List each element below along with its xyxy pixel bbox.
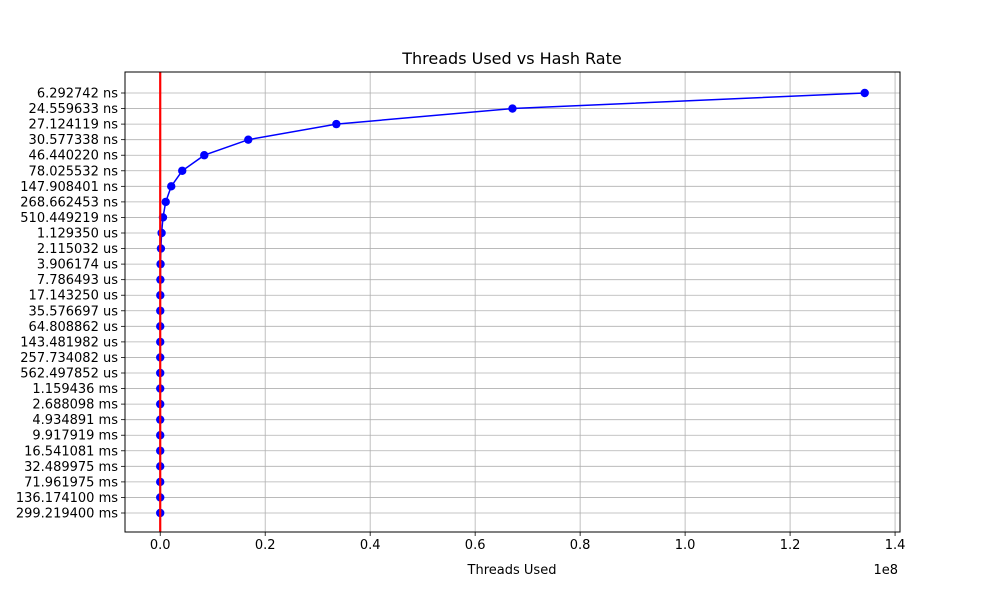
y-tick-label: 35.576697 us xyxy=(29,304,119,319)
data-point xyxy=(167,182,176,191)
y-tick-label: 6.292742 ns xyxy=(37,87,118,102)
y-tick-label: 257.734082 us xyxy=(20,351,118,366)
data-point xyxy=(860,88,869,98)
y-tick-label: 3.906174 us xyxy=(37,258,118,273)
y-tick-label: 46.440220 ns xyxy=(29,149,119,164)
data-point xyxy=(244,135,253,144)
data-point xyxy=(178,166,187,175)
y-tick-label: 2.115032 us xyxy=(37,242,118,257)
series-line xyxy=(159,92,865,513)
grid xyxy=(125,72,900,532)
y-tick-label: 268.662453 ns xyxy=(20,195,118,210)
x-tick-label: 0.6 xyxy=(465,538,486,553)
y-tick-label: 78.025532 ns xyxy=(29,164,119,179)
x-tick-label: 0.2 xyxy=(255,538,276,553)
y-tick-label: 24.559633 ns xyxy=(29,102,119,117)
y-tick-label: 136.174100 ms xyxy=(16,491,118,506)
x-tick-label: 1.0 xyxy=(675,538,696,553)
y-tick-label: 2.688098 ms xyxy=(32,398,118,413)
y-tick-label: 143.481982 us xyxy=(20,335,118,350)
y-tick-label: 64.808862 us xyxy=(29,320,119,335)
axes: 0.0 0.2 0.4 0.6 0.8 1.0 1.2 1.4 299.219400 ms136… xyxy=(16,87,906,554)
x-tick-label: 0.0 xyxy=(150,538,171,553)
y-tick-label: 1.159436 ms xyxy=(32,382,118,397)
y-tick-label: 7.786493 us xyxy=(37,273,118,288)
x-tick-label: 1.4 xyxy=(885,538,906,553)
y-tick-label: 17.143250 us xyxy=(29,289,119,304)
y-tick-label: 147.908401 ns xyxy=(20,180,118,195)
x-tick-label: 1.2 xyxy=(780,538,801,553)
y-tick-label: 32.489975 ms xyxy=(24,460,118,475)
y-tick-label: 1.129350 us xyxy=(37,227,118,242)
y-tick-label: 71.961975 ms xyxy=(24,475,118,490)
y-tick-label: 9.917919 ms xyxy=(32,429,118,444)
plot-frame xyxy=(124,71,901,533)
y-tick-label: 4.934891 ms xyxy=(32,413,118,428)
y-tick-label: 16.541081 ms xyxy=(24,444,118,459)
plot-data xyxy=(156,72,869,532)
y-tick-label: 299.219400 ms xyxy=(16,507,118,522)
y-tick-label: 27.124119 ns xyxy=(29,118,119,133)
data-point xyxy=(332,119,341,129)
x-axis-label: Threads Used xyxy=(467,563,557,578)
y-tick-label: 30.577338 ns xyxy=(29,133,119,148)
x-tick-label: 0.4 xyxy=(360,538,381,553)
data-point xyxy=(200,151,209,160)
y-tick-label: 562.497852 us xyxy=(20,367,118,382)
y-tick-label: 510.449219 ns xyxy=(20,211,118,226)
x-tick-label: 0.8 xyxy=(570,538,591,553)
data-point xyxy=(157,228,166,238)
data-point xyxy=(508,104,517,113)
x-axis-offset-text: 1e8 xyxy=(873,563,898,578)
data-point xyxy=(161,197,170,207)
chart-title: Threads Used vs Hash Rate xyxy=(401,49,621,68)
